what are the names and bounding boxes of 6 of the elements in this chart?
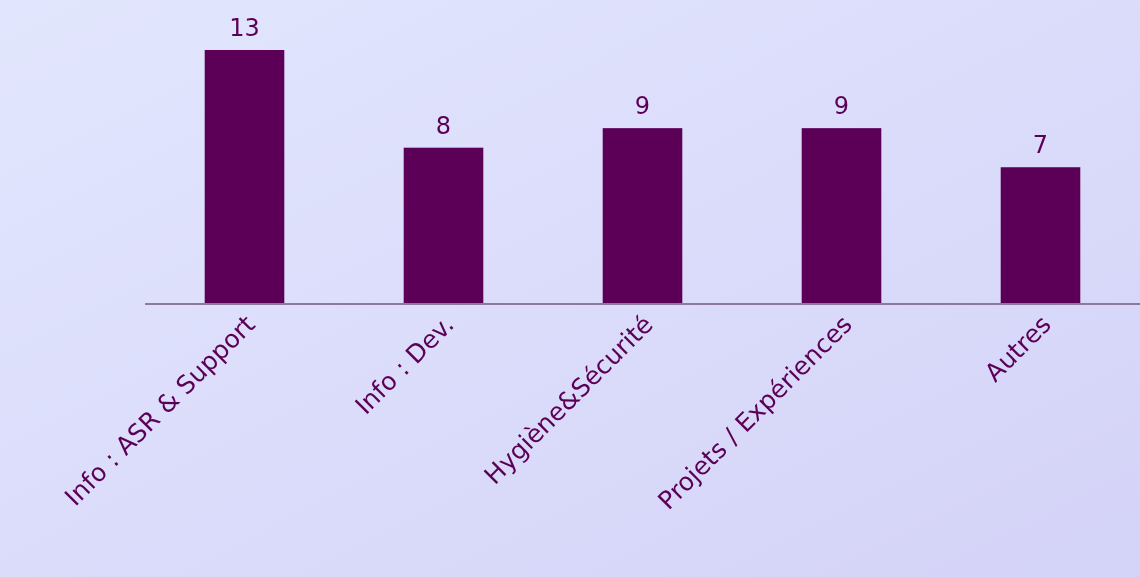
x-tick-label: Info : Dev. xyxy=(349,309,460,421)
data-label: 13 xyxy=(229,14,260,42)
data-label: 9 xyxy=(833,92,850,121)
data-label: 7 xyxy=(1032,131,1049,160)
data-label: 8 xyxy=(435,111,452,140)
data-label: 9 xyxy=(634,92,651,121)
